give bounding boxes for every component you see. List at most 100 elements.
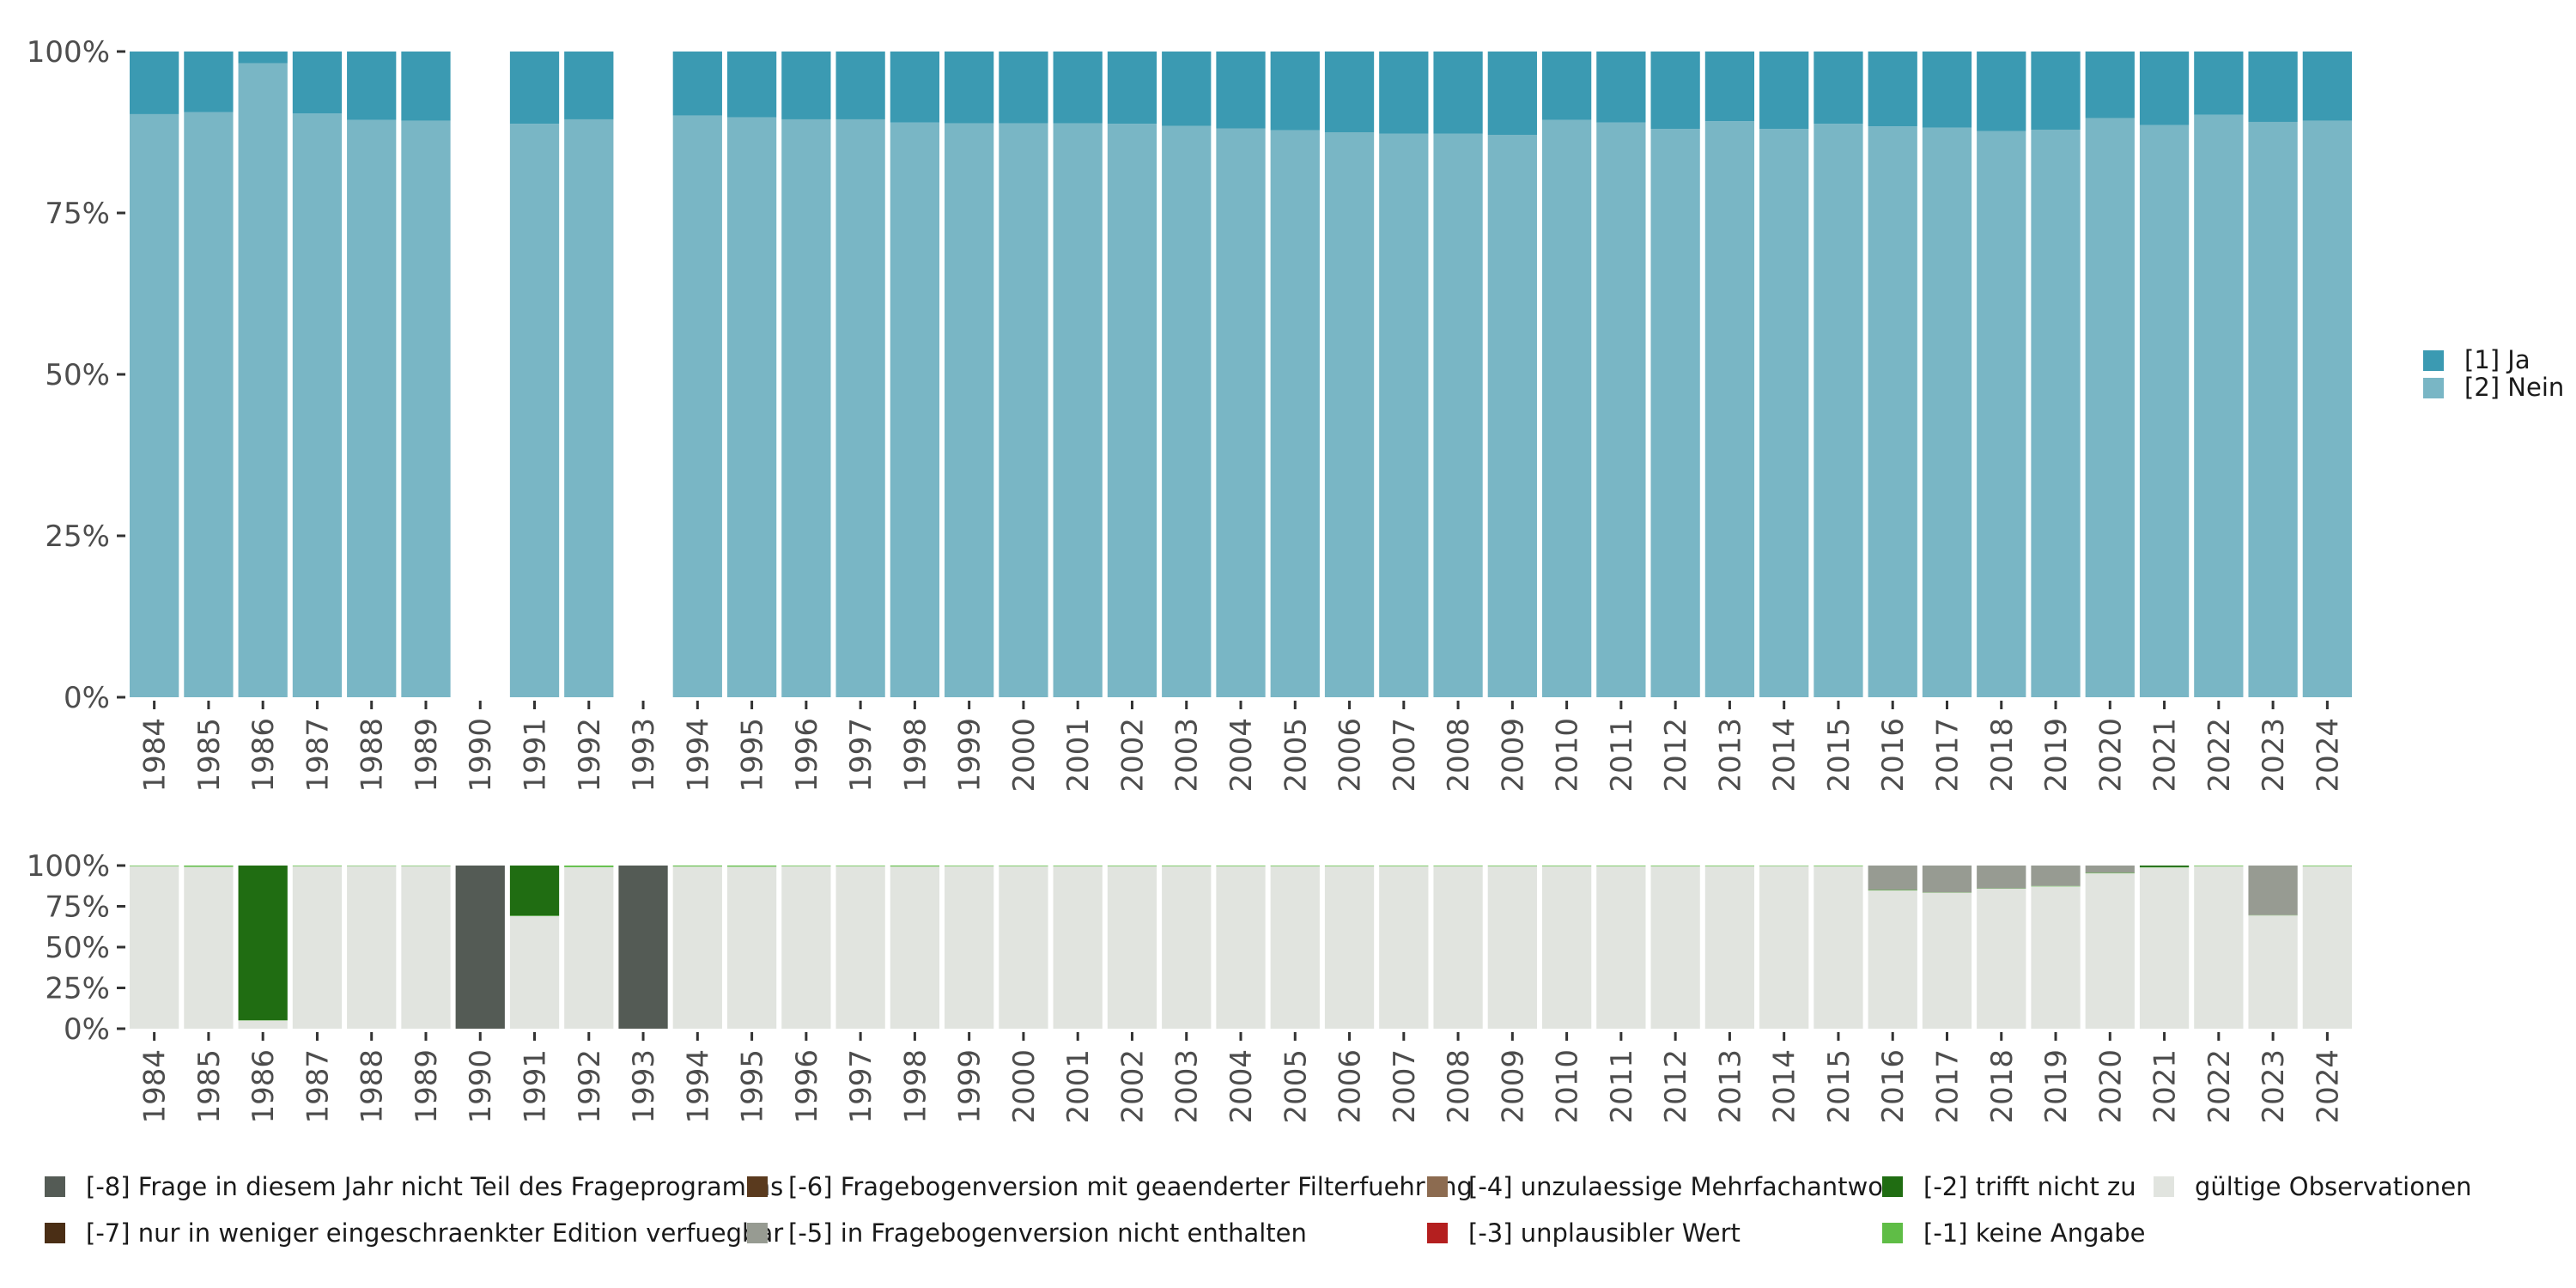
bar-1997-1-ja [835, 52, 885, 119]
top-panel-answers: 0% 25% 50% 75% 100% 1984 1985 1986 1987 1988 1989 1… [27, 35, 2352, 793]
x-tick-label: 2018 [1985, 1049, 2020, 1124]
x-tick-label: 1989 [410, 718, 444, 793]
bar-2011-1-ja [1596, 52, 1646, 123]
bar-1992-g-ltige-observationen [564, 866, 614, 1029]
legend-label: [2] Nein [2464, 373, 2564, 402]
bar-2010-2-nein [1541, 119, 1592, 697]
bar-2019-1-ja [2031, 52, 2081, 130]
x-tick-label: 2021 [2148, 1049, 2183, 1124]
bar-2008-1-ja [1433, 52, 1483, 134]
x-tick-label: 2011 [1605, 1049, 1639, 1124]
bar-2004-g-ltige-observationen [1216, 866, 1266, 1029]
bar-1985-1-ja [184, 52, 234, 112]
bar-1985-g-ltige-observationen [184, 866, 234, 1029]
x-tick-label: 1985 [192, 718, 227, 793]
legend-swatch-6-fragebogenversion-mit-geaenderter-filterfuehrung [747, 1176, 768, 1197]
bar-1996-2-nein [781, 118, 831, 697]
x-tick-label: 1985 [192, 1049, 227, 1124]
x-tick-label: 1994 [681, 718, 715, 793]
legend-label: [-7] nur in weniger eingeschraenkter Edi… [86, 1218, 783, 1248]
x-tick-label: 2006 [1334, 718, 1368, 793]
y-tick-label: 25% [45, 519, 110, 554]
bar-2020-g-ltige-observationen [2085, 873, 2135, 1029]
bar-1994-1-ja [672, 52, 722, 116]
bar-1988-2-nein [347, 119, 397, 697]
y-tick-label: 100% [27, 849, 110, 884]
bar-2007-1-ja [1379, 52, 1429, 134]
bar-1996-g-ltige-observationen [781, 866, 831, 1029]
legend-swatch-g-ltige-observationen [2154, 1176, 2174, 1197]
x-tick-label: 1988 [355, 718, 390, 793]
x-tick-label: 2003 [1170, 718, 1205, 793]
x-tick-label: 2019 [2039, 1049, 2074, 1124]
x-tick-label: 2021 [2148, 718, 2183, 793]
bar-1987-g-ltige-observationen [292, 866, 343, 1029]
bar-2011-2-nein [1596, 122, 1646, 698]
bar-2019-g-ltige-observationen [2031, 886, 2081, 1029]
bar-1998-1-ja [890, 52, 940, 123]
bar-2011-g-ltige-observationen [1596, 866, 1646, 1029]
x-tick-label: 2001 [1061, 718, 1096, 793]
bar-2014-1-ja [1759, 52, 1809, 130]
legend-label: [-2] trifft nicht zu [1923, 1172, 2136, 1201]
x-tick-label: 2014 [1768, 1049, 1802, 1124]
bar-2005-1-ja [1270, 52, 1320, 131]
x-tick-label: 1984 [138, 1049, 173, 1124]
bar-2020-1-ja [2085, 52, 2135, 118]
x-tick-label: 2010 [1551, 718, 1585, 793]
legend-swatch-4-unzulaessige-mehrfachantwort [1427, 1176, 1448, 1197]
x-tick-label: 1987 [301, 718, 335, 793]
x-tick-label: 2002 [1115, 718, 1150, 793]
x-tick-label: 1997 [844, 718, 878, 793]
x-tick-label: 2005 [1279, 1049, 1313, 1124]
x-tick-label: 2013 [1713, 1049, 1747, 1124]
bar-2020-1-keine-angabe [2085, 872, 2135, 874]
x-tick-label: 2008 [1442, 1049, 1476, 1124]
bar-2001-1-ja [1053, 52, 1103, 124]
bar-2014-g-ltige-observationen [1759, 866, 1809, 1029]
x-tick-label: 2020 [2093, 718, 2128, 793]
bar-2024-1-ja [2302, 52, 2352, 121]
bar-2016-g-ltige-observationen [1868, 890, 1917, 1029]
x-tick-label: 2004 [1224, 718, 1259, 793]
x-tick-label: 1994 [681, 1049, 715, 1124]
bar-2012-1-ja [1650, 52, 1700, 130]
x-tick-label: 2016 [1876, 1049, 1911, 1124]
x-tick-label: 2007 [1388, 718, 1422, 793]
bar-1991-g-ltige-observationen [509, 915, 560, 1029]
bar-1986-1-ja [238, 52, 288, 64]
bar-2010-g-ltige-observationen [1541, 866, 1592, 1029]
bar-2022-1-ja [2194, 52, 2244, 115]
bar-2006-g-ltige-observationen [1324, 866, 1375, 1029]
x-tick-label: 2002 [1115, 1049, 1150, 1124]
bar-2017-1-ja [1922, 52, 1972, 128]
x-tick-label: 1997 [844, 1049, 878, 1124]
bar-2013-g-ltige-observationen [1704, 866, 1755, 1029]
x-tick-label: 2010 [1551, 1049, 1585, 1124]
bar-2018-2-nein [1977, 131, 2026, 697]
y-tick-label: 0% [64, 681, 110, 715]
bar-2000-2-nein [999, 123, 1048, 698]
bar-2001-g-ltige-observationen [1053, 866, 1103, 1029]
x-tick-label: 2006 [1334, 1049, 1368, 1124]
bar-2003-g-ltige-observationen [1162, 866, 1212, 1029]
legend-label: [-4] unzulaessige Mehrfachantwort [1468, 1172, 1903, 1201]
bar-2015-g-ltige-observationen [1814, 866, 1863, 1029]
x-tick-label: 1987 [301, 1049, 335, 1124]
y-tick-label: 25% [45, 972, 110, 1006]
x-tick-label: 1989 [410, 1049, 444, 1124]
x-tick-label: 2023 [2257, 1049, 2291, 1124]
x-tick-label: 2019 [2039, 718, 2074, 793]
bar-1984-1-ja [130, 52, 179, 114]
bar-2002-2-nein [1107, 124, 1157, 698]
x-tick-label: 1990 [464, 718, 498, 793]
x-tick-label: 2013 [1713, 718, 1747, 793]
bar-2020-2-nein [2085, 118, 2135, 697]
bar-2008-g-ltige-observationen [1433, 866, 1483, 1029]
x-tick-label: 2020 [2093, 1049, 2128, 1124]
x-tick-label: 1993 [627, 1049, 661, 1124]
bar-1992-2-nein [564, 118, 614, 697]
x-tick-label: 2003 [1170, 1049, 1205, 1124]
bar-1992-1-ja [564, 52, 614, 119]
bar-2001-2-nein [1053, 123, 1103, 698]
